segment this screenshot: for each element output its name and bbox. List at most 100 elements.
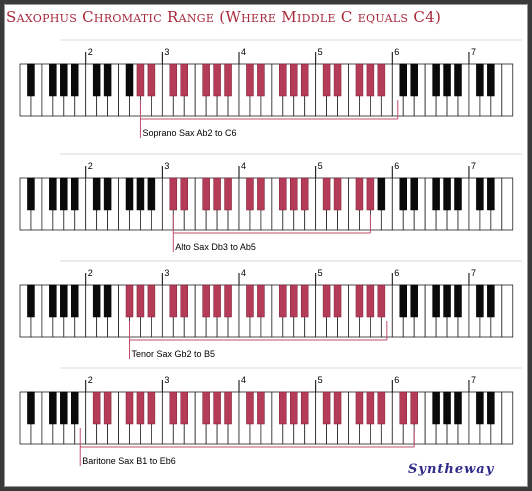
black-key-F#4 [279, 391, 287, 425]
keyboard-3: 2 3 4 5 6 7 [19, 260, 522, 359]
black-key-G#4 [290, 391, 298, 425]
black-key-D#7 [487, 177, 495, 211]
black-key-G#2 [136, 177, 145, 211]
white-key-F7 [501, 391, 514, 445]
octave-number: 5 [318, 161, 323, 171]
octave-number: 3 [164, 268, 169, 278]
octave-number: 7 [471, 268, 476, 278]
black-key-F#6 [432, 63, 440, 97]
black-key-C#4 [246, 284, 254, 318]
black-key-F#3 [202, 177, 210, 211]
black-key-G#1 [60, 284, 68, 318]
black-key-C#5 [322, 284, 331, 318]
black-key-C#6 [399, 391, 407, 425]
black-key-A#4 [300, 63, 309, 97]
octave-number: 3 [164, 375, 169, 385]
black-key-C#7 [476, 284, 484, 318]
black-key-G#6 [443, 391, 451, 425]
black-key-A#3 [224, 177, 232, 211]
black-key-F#5 [355, 177, 364, 211]
black-key-F#1 [49, 391, 57, 425]
black-key-C#3 [169, 391, 178, 425]
black-key-G#5 [366, 391, 375, 425]
black-key-F#5 [355, 391, 364, 425]
brand-logo: Syntheway [408, 462, 495, 477]
black-key-D#6 [410, 391, 418, 425]
black-key-G#4 [290, 284, 298, 318]
black-key-C#6 [399, 63, 407, 97]
black-key-G#4 [290, 177, 298, 211]
black-key-G#6 [443, 177, 451, 211]
black-key-D#7 [487, 63, 495, 97]
black-key-D#3 [180, 63, 188, 97]
black-key-D#2 [103, 63, 112, 97]
black-key-A#1 [71, 63, 79, 97]
octave-number: 4 [241, 375, 246, 385]
octave-number: 2 [88, 268, 93, 278]
black-key-G#2 [136, 284, 145, 318]
white-key-F7 [501, 177, 514, 231]
octave-number: 2 [88, 47, 93, 57]
black-key-G#1 [60, 63, 68, 97]
black-key-F#4 [279, 284, 287, 318]
black-key-C#5 [322, 391, 331, 425]
black-key-F#2 [125, 284, 134, 318]
black-key-G#5 [366, 177, 375, 211]
black-key-D#2 [103, 391, 112, 425]
black-key-C#2 [92, 63, 101, 97]
black-key-F#2 [125, 391, 134, 425]
black-key-C#2 [92, 284, 101, 318]
black-key-A#6 [454, 63, 462, 97]
octave-number: 3 [164, 161, 169, 171]
black-key-G#3 [213, 177, 221, 211]
range-label: Tenor Sax Gb2 to B5 [131, 349, 216, 359]
black-key-C#6 [399, 284, 407, 318]
black-key-A#4 [300, 284, 309, 318]
black-key-D#4 [257, 177, 265, 211]
black-key-G#5 [366, 284, 375, 318]
black-key-A#3 [224, 284, 232, 318]
black-key-G#3 [213, 284, 221, 318]
black-key-C#5 [322, 177, 331, 211]
black-key-A#2 [147, 391, 156, 425]
black-key-C#7 [476, 391, 484, 425]
black-key-A#2 [147, 177, 156, 211]
octave-number: 7 [471, 161, 476, 171]
black-key-D#7 [487, 391, 495, 425]
black-key-D#5 [333, 177, 342, 211]
black-key-A#3 [224, 391, 232, 425]
black-key-D#4 [257, 284, 265, 318]
black-key-G#1 [60, 177, 68, 211]
black-key-A#4 [300, 177, 309, 211]
black-key-C#3 [169, 284, 178, 318]
inner-border [4, 4, 528, 487]
black-key-D#5 [333, 391, 342, 425]
black-key-F#2 [125, 63, 134, 97]
octave-number: 6 [394, 268, 399, 278]
black-key-A#2 [147, 63, 156, 97]
black-key-A#2 [147, 284, 156, 318]
white-key-F7 [501, 284, 514, 338]
black-key-D#4 [257, 391, 265, 425]
octave-number: 6 [394, 161, 399, 171]
black-key-G#6 [443, 63, 451, 97]
black-key-A#4 [300, 391, 309, 425]
black-key-C#4 [246, 177, 254, 211]
black-key-D#5 [333, 284, 342, 318]
keyboard-2: 2 3 4 5 6 7 [19, 153, 522, 252]
black-key-F#1 [49, 284, 57, 318]
black-key-G#3 [213, 391, 221, 425]
black-key-D#4 [257, 63, 265, 97]
black-key-A#6 [454, 284, 462, 318]
black-key-F#3 [202, 391, 210, 425]
black-key-D#6 [410, 63, 418, 97]
octave-number: 4 [241, 268, 246, 278]
black-key-C#7 [476, 63, 484, 97]
black-key-G#3 [213, 63, 221, 97]
octave-number: 5 [318, 375, 323, 385]
black-key-D#1 [27, 284, 35, 318]
black-key-A#1 [71, 177, 79, 211]
octave-number: 6 [394, 47, 399, 57]
black-key-A#5 [377, 63, 386, 97]
